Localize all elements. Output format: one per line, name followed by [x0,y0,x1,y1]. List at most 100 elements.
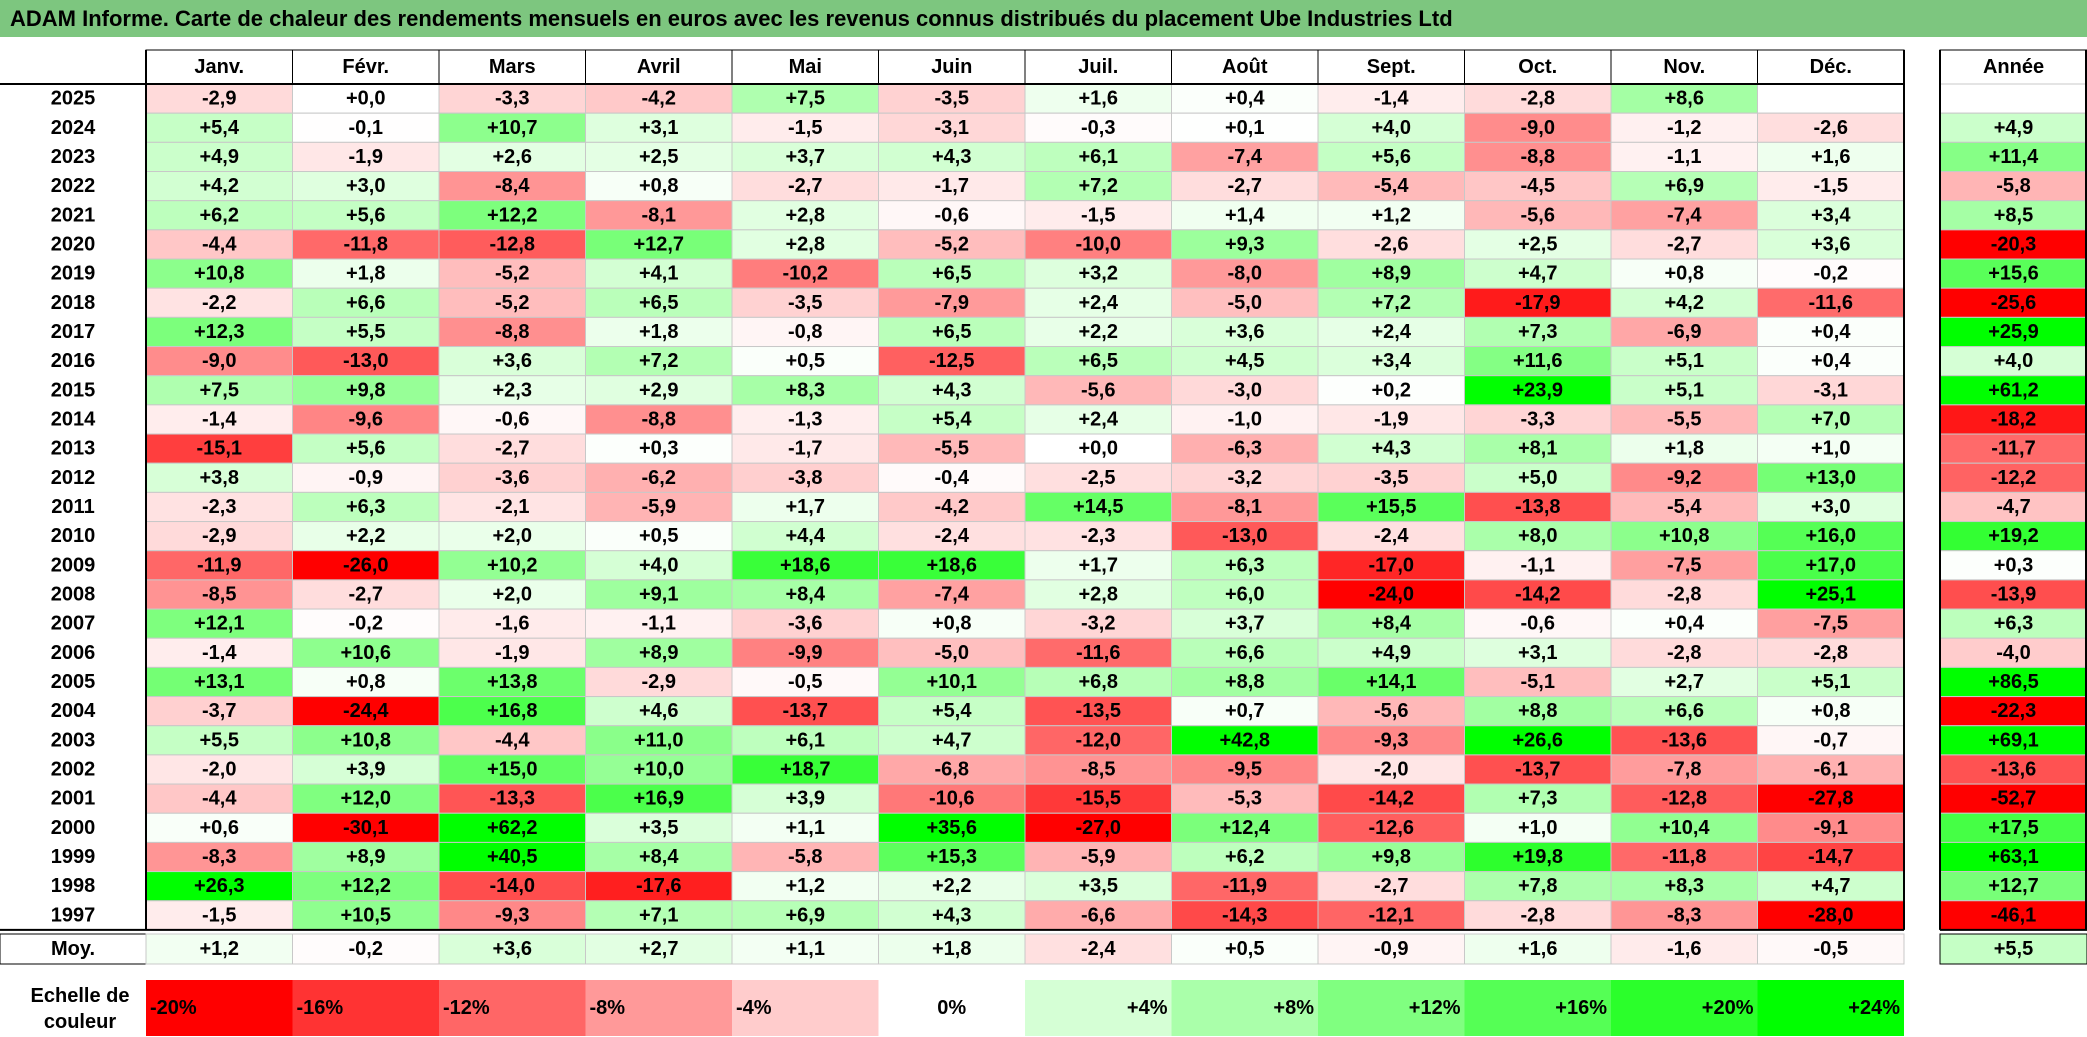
annual-cell-value: -4,0 [1996,642,2030,664]
heatmap-cell [878,783,1026,814]
heatmap-cell [1757,287,1905,318]
heatmap-cell-value: +0,1 [1225,117,1264,139]
year-label: 2010 [51,525,96,547]
heatmap-cell [1171,229,1319,260]
heatmap-cell [585,404,733,435]
heatmap-cell [585,171,733,202]
heatmap-cell [1610,666,1758,698]
heatmap-cell-value: +2,4 [1079,292,1119,314]
annual-cell-value: +11,4 [1989,146,2039,168]
heatmap-cell-value: -6,1 [1814,758,1848,780]
average-cell [878,933,1026,965]
annual-cell-value: +4,9 [1994,117,2033,139]
heatmap-cell-value: -13,6 [1661,729,1707,751]
heatmap-cell [1757,521,1905,552]
heatmap-cell-value: +17,0 [1805,554,1856,576]
heatmap-cell-value: -3,8 [788,467,822,489]
heatmap-cell-value: +9,8 [1372,846,1411,868]
average-cell [585,933,733,965]
heatmap-cell-value: -24,4 [343,700,389,722]
heatmap-cell-value: -5,1 [1521,671,1555,693]
heatmap-cell-value: -6,8 [935,758,969,780]
average-cell-value: +2,7 [639,938,678,960]
heatmap-cell-value: -2,7 [788,175,822,197]
heatmap-cell-value: -3,0 [1228,379,1262,401]
heatmap-cell [1464,462,1612,493]
heatmap-cell [292,579,440,610]
heatmap-cell-value: +35,6 [926,817,977,839]
heatmap-cell [1024,433,1172,464]
heatmap-cell-value: -9,6 [349,408,383,430]
heatmap-cell-value: -0,6 [935,204,969,226]
heatmap-cell-value: -9,0 [1521,117,1555,139]
heatmap-cell-value: +23,9 [1512,379,1563,401]
heatmap-cell-value: +3,2 [1079,263,1118,285]
heatmap-cell [878,900,1026,931]
heatmap-cell [145,666,293,698]
heatmap-cell-value: -4,4 [202,233,237,255]
heatmap-cell [292,258,440,289]
heatmap-cell [1464,141,1612,173]
year-label: 2009 [51,554,96,576]
heatmap-cell-value: -28,0 [1808,904,1854,926]
heatmap-cell [1171,725,1319,756]
heatmap-cell [1610,258,1758,289]
annual-cell-value: +12,7 [1988,875,2039,897]
average-cell [438,933,586,965]
heatmap-cell [1024,637,1172,668]
heatmap-cell-value: +4,2 [1665,292,1704,314]
heatmap-cell [1171,841,1319,873]
heatmap-cell-value: -2,4 [1374,525,1409,547]
heatmap-cell-value: -7,9 [935,292,969,314]
heatmap-cell [145,841,293,873]
heatmap-cell [1024,666,1172,698]
heatmap-cell-value: +10,5 [340,904,391,926]
heatmap-cell-value: -30,1 [343,817,389,839]
heatmap-cell [145,637,293,668]
heatmap-cell-value: +4,2 [200,175,239,197]
heatmap-cell [1024,579,1172,610]
heatmap-cell-value: +6,9 [786,904,825,926]
color-scale-swatch [1318,980,1465,1036]
heatmap-cell-value: -7,4 [1228,146,1263,168]
annual-cell-value: -4,7 [1996,496,2030,518]
heatmap-cell-value: -5,2 [495,292,529,314]
heatmap-cell-value: +0,5 [639,525,678,547]
heatmap-cell-value: +16,8 [487,700,538,722]
color-scale-step-label: -20% [150,997,197,1019]
heatmap-cell-value: -2,9 [202,88,236,110]
heatmap-cell-value: -13,7 [1515,758,1561,780]
heatmap-cell-value: +10,0 [633,758,684,780]
year-label: 2002 [51,758,96,780]
heatmap-cell-value: +0,8 [639,175,678,197]
heatmap-cell-value: -9,9 [788,642,822,664]
year-label: 2004 [51,700,96,722]
heatmap-cell-value: -3,6 [788,613,822,635]
heatmap-cell-value: +2,8 [786,233,825,255]
heatmap-cell-value: +5,4 [932,408,972,430]
heatmap-cell [585,812,733,843]
month-header-cell [585,49,733,85]
average-annual-value: +5,5 [1994,938,2033,960]
heatmap-cell [438,550,586,581]
heatmap-cell-value: -3,3 [495,88,529,110]
heatmap-cell-value: +8,3 [786,379,825,401]
average-cell-value: -2,4 [1081,938,1116,960]
annual-cell-value: -13,9 [1991,583,2037,605]
heatmap-cell [731,550,879,581]
average-cell-value: +1,1 [786,938,825,960]
heatmap-cell-value: -0,6 [1521,613,1555,635]
heatmap-cell [1464,725,1612,756]
heatmap-cell [1024,491,1172,523]
heatmap-cell [1464,754,1612,785]
annual-cell-value: -12,2 [1991,467,2037,489]
heatmap-cell-value: -1,1 [1521,554,1555,576]
heatmap-cell-value: +3,8 [200,467,239,489]
average-cell-value: -0,9 [1374,938,1408,960]
heatmap-cell-value: +12,3 [194,321,245,343]
heatmap-cell-value: -12,6 [1368,817,1414,839]
heatmap-cell-value: +4,9 [200,146,239,168]
heatmap-cell [731,783,879,814]
heatmap-cell-value: +5,1 [1665,379,1704,401]
heatmap-cell-value: -2,6 [1814,117,1848,139]
